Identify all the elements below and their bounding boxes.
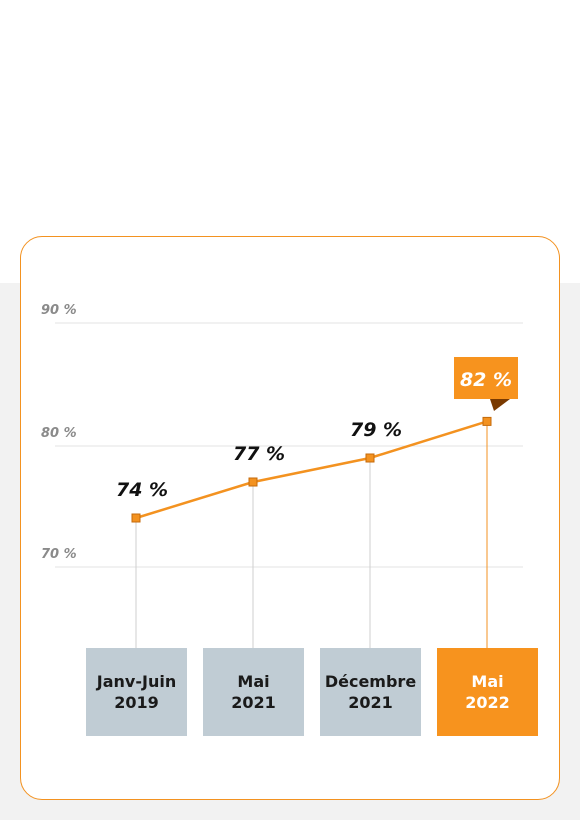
- series-line: [135, 420, 488, 520]
- y-tick-label: 70 %: [41, 547, 77, 562]
- data-label: 82 %: [460, 369, 512, 391]
- data-point-marker: [248, 477, 258, 487]
- data-label: 77 %: [233, 443, 285, 465]
- data-label: 79 %: [350, 419, 402, 441]
- category-label: Décembre 2021: [320, 648, 421, 736]
- data-point-marker: [131, 513, 141, 523]
- data-point-marker: [365, 453, 375, 463]
- category-label: Janv-Juin 2019: [86, 648, 187, 736]
- callout-pointer: [490, 399, 510, 411]
- y-tick-label: 90 %: [41, 303, 77, 318]
- data-point-marker: [482, 416, 492, 426]
- highlight-callout: [454, 357, 518, 399]
- data-label: 74 %: [116, 479, 168, 501]
- category-label: Mai 2021: [203, 648, 304, 736]
- y-tick-label: 80 %: [41, 426, 77, 441]
- category-label: Mai 2022: [437, 648, 538, 736]
